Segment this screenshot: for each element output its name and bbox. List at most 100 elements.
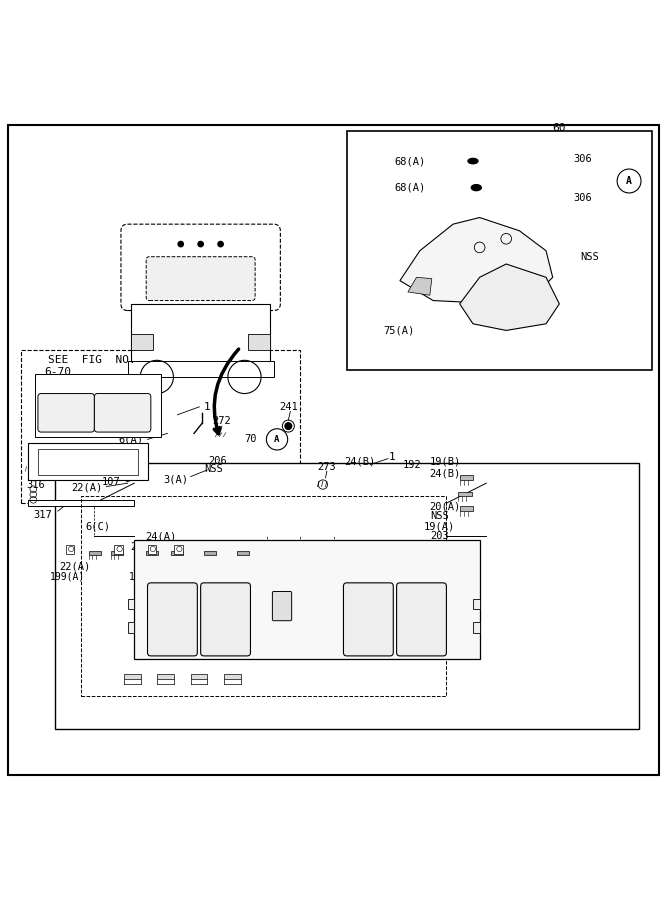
Text: NSS: NSS [580,252,598,263]
Text: 206: 206 [208,456,227,466]
FancyBboxPatch shape [397,583,446,656]
Text: 22(C): 22(C) [332,553,364,562]
Text: 316: 316 [27,480,45,490]
FancyBboxPatch shape [127,361,273,377]
FancyBboxPatch shape [38,393,94,432]
Ellipse shape [468,158,478,164]
Text: ⚡: ⚡ [63,409,69,418]
Text: 60: 60 [552,123,566,133]
Text: 273: 273 [317,463,336,473]
FancyBboxPatch shape [131,304,270,364]
Bar [460,507,473,511]
Bar [460,475,473,480]
Text: 3(A): 3(A) [163,475,188,485]
Text: 24(B): 24(B) [344,456,376,466]
Bar [38,449,137,475]
FancyBboxPatch shape [21,350,300,503]
Bar [191,674,207,680]
Bar [66,545,75,554]
Text: 22(B): 22(B) [131,541,162,552]
Text: ⚡: ⚡ [365,615,371,625]
Ellipse shape [472,184,482,191]
FancyBboxPatch shape [272,591,291,621]
Bar [134,540,480,659]
Text: 70: 70 [244,435,257,445]
FancyBboxPatch shape [55,464,639,729]
Text: 6-70: 6-70 [45,366,71,376]
Text: A: A [274,435,279,444]
Text: 20(B): 20(B) [183,572,215,581]
Text: 317: 317 [33,510,52,520]
Bar [89,551,101,555]
Bar [204,551,216,555]
FancyBboxPatch shape [94,393,151,432]
Bar [237,551,249,555]
Bar [127,598,134,609]
FancyBboxPatch shape [147,583,197,656]
Bar [131,335,153,350]
Text: 199(A): 199(A) [50,572,85,581]
FancyBboxPatch shape [347,131,652,370]
Bar [114,545,123,554]
Text: 6(C): 6(C) [85,521,110,531]
Text: 6(A): 6(A) [119,435,143,445]
Text: 68(A): 68(A) [394,183,426,193]
Circle shape [218,241,223,247]
Text: 3(B): 3(B) [287,562,313,572]
Text: 68(A): 68(A) [394,156,426,166]
Text: 1: 1 [389,452,396,462]
Text: ⚡: ⚡ [121,409,125,418]
Bar [147,545,156,554]
Text: 75(A): 75(A) [383,326,414,336]
Text: 272: 272 [213,417,231,427]
Bar [473,622,480,633]
Text: 20(A): 20(A) [430,501,461,511]
Bar [111,551,123,555]
Text: 21: 21 [281,621,293,631]
Bar [146,551,158,555]
Bar [171,551,183,555]
FancyBboxPatch shape [344,583,394,656]
Text: 22(A): 22(A) [59,562,90,572]
Text: NSS: NSS [430,511,449,521]
Text: 28: 28 [49,417,62,427]
Bar [28,500,134,507]
Bar [127,622,134,633]
Bar [248,335,270,350]
Text: 306: 306 [573,193,592,202]
Circle shape [178,241,183,247]
Text: ⚡: ⚡ [222,615,228,625]
Text: 24(B): 24(B) [430,468,461,478]
Polygon shape [408,277,432,295]
Text: 107: 107 [101,477,120,487]
Circle shape [285,423,291,429]
Text: 22(A): 22(A) [71,483,102,493]
Text: 192: 192 [402,460,422,470]
Text: 203: 203 [430,531,449,541]
Circle shape [198,241,203,247]
Text: 19(B): 19(B) [217,572,248,581]
Text: 24(A): 24(A) [145,531,177,541]
Bar [224,674,241,680]
FancyBboxPatch shape [146,256,255,301]
Text: ⚡: ⚡ [169,615,175,625]
Bar [473,598,480,609]
Text: 199(B): 199(B) [129,572,164,581]
Text: ⚡: ⚡ [418,615,424,625]
Text: 241: 241 [279,401,297,412]
Bar [174,545,183,554]
Polygon shape [460,264,560,330]
Bar [458,491,472,497]
Text: NSS: NSS [205,464,223,474]
FancyBboxPatch shape [201,583,251,656]
Text: NSS: NSS [303,553,321,562]
Bar [124,674,141,680]
Text: 306: 306 [573,154,592,164]
Text: 19(B): 19(B) [430,456,461,466]
Text: 19(A): 19(A) [424,521,456,531]
Polygon shape [400,218,553,304]
Text: 1: 1 [204,401,211,412]
Text: SEE  FIG  NO.: SEE FIG NO. [48,356,135,365]
Bar [35,374,161,436]
Text: 78: 78 [536,283,550,293]
